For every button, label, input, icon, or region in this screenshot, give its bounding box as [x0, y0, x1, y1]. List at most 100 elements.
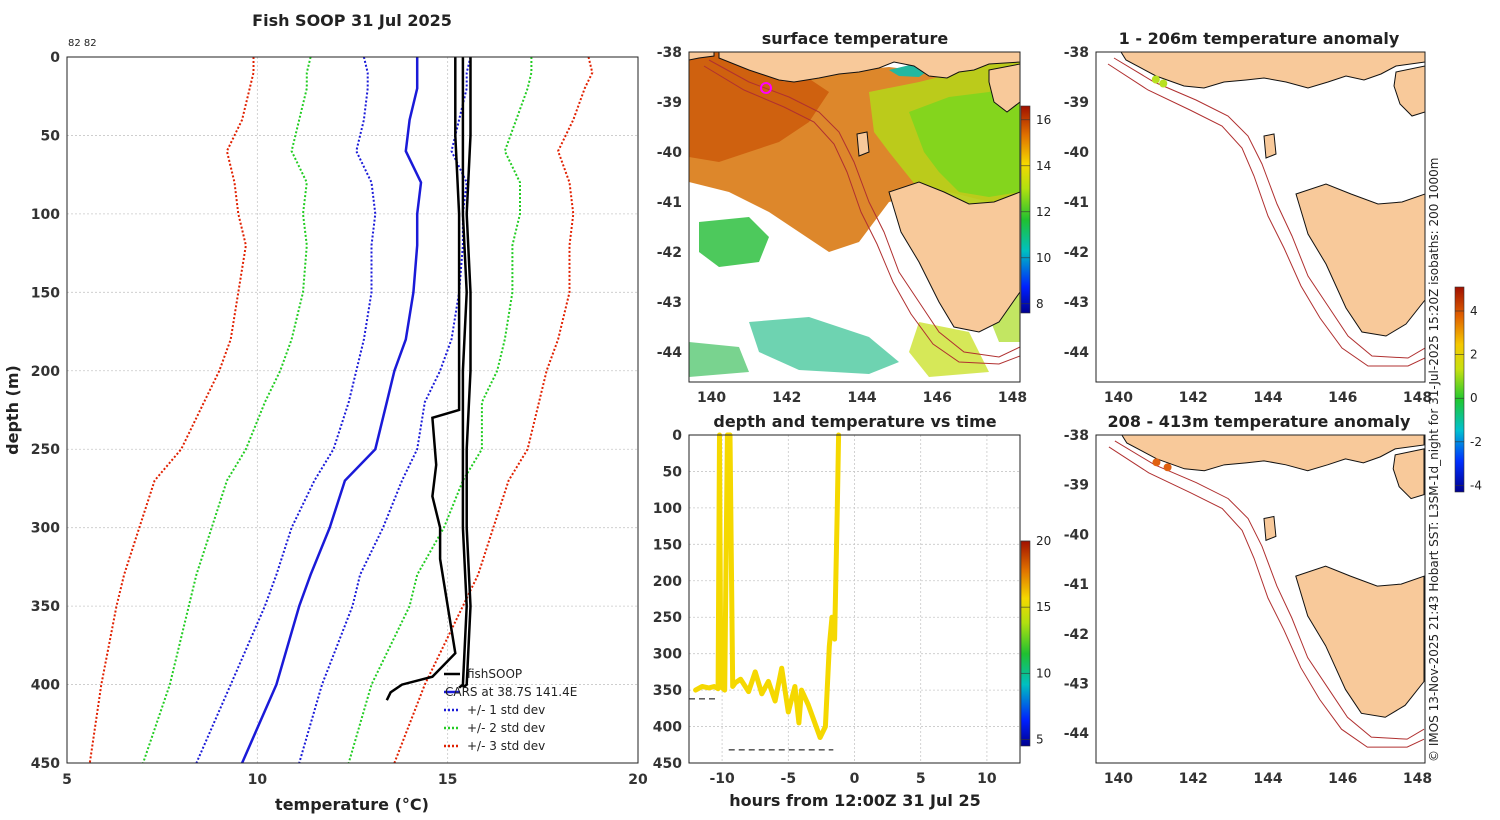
lat-tick--39: -39: [1064, 95, 1089, 111]
tasmania: [888, 181, 1020, 333]
x-tick-5: 5: [62, 772, 72, 788]
cbar-tick-20: 20: [1036, 534, 1051, 548]
lon-tick-142: 142: [772, 390, 801, 406]
y-tick-50: 50: [41, 128, 61, 144]
anomaly-top-ticks: 140 142 144 146 148 -38 -39 -40 -41 -42 -43 -44: [1064, 45, 1432, 406]
mainland-east: [988, 63, 1020, 113]
anomaly-top-panel: 1 - 206m temperature anomaly 140 142 144 14…: [1064, 29, 1432, 406]
anomaly-bottom-ticks: 140 142 144 146 148 -38 -39 -40 -41 -42 -43 -44: [1064, 428, 1432, 787]
lat-tick--41: -41: [1064, 577, 1089, 593]
mainland-east: [1393, 65, 1425, 117]
depth-time-colorbar-ticks: 5 10 15 20: [1021, 534, 1051, 746]
profile-counter: 82 82: [68, 38, 97, 49]
sd3-left-line: [88, 57, 255, 764]
depth-time-grid: [689, 434, 1020, 764]
sst-patch-1: [699, 217, 769, 267]
mainland: [1120, 52, 1425, 89]
legend-sd3: +/- 3 std dev: [467, 739, 545, 753]
anomaly-bottom-frame: [1095, 434, 1426, 764]
y-tick-100: 100: [31, 207, 60, 223]
lon-tick-146: 146: [1328, 390, 1357, 406]
lon-tick-148: 148: [1403, 771, 1432, 787]
y-tick-400: 400: [31, 678, 60, 694]
lat-tick--39: -39: [1064, 478, 1089, 494]
surface-map-ticks: 140 142 144 146 148 -38 -39 -40 -41 -42 -43 -44: [657, 45, 1027, 406]
sst-station-marker: [760, 82, 772, 94]
dt-x-tick--10: -10: [709, 771, 735, 787]
dt-y-tick-350: 350: [653, 683, 682, 699]
lat-tick--40: -40: [1064, 145, 1090, 161]
cbar-tick-5: 5: [1036, 732, 1044, 746]
isobath-1000: [703, 65, 1020, 365]
y-tick-150: 150: [31, 285, 60, 301]
king-island: [1263, 133, 1277, 159]
profile-ylabel: depth (m): [3, 365, 22, 455]
anomaly-point-0: [1151, 75, 1160, 84]
dt-y-tick-400: 400: [653, 720, 682, 736]
lon-tick-144: 144: [847, 390, 876, 406]
cbar-tick-8: 8: [1036, 297, 1044, 311]
profile-title: Fish SOOP 31 Jul 2025: [252, 11, 452, 30]
dt-y-tick-300: 300: [653, 647, 682, 663]
cbar-tick-2: 2: [1470, 348, 1478, 362]
profile-grid: [66, 56, 639, 764]
anomaly-point-0: [1152, 458, 1161, 467]
fishsoop-cast1: [385, 57, 461, 701]
sd1-right-line: [298, 56, 472, 764]
surface-map-area: [689, 52, 1020, 382]
mainland-east: [1392, 448, 1425, 500]
lon-tick-140: 140: [1104, 771, 1133, 787]
cbar-tick-4: 4: [1470, 304, 1478, 318]
isobath-200: [1113, 57, 1425, 359]
lon-tick-140: 140: [697, 390, 726, 406]
cbar-tick-16: 16: [1036, 113, 1051, 127]
anomaly-colorbar: [1454, 286, 1465, 493]
lat-tick--39: -39: [657, 95, 682, 111]
dt-y-tick-100: 100: [653, 501, 682, 517]
anomaly-bottom-panel: 208 - 413m temperature anomaly 140 142 144…: [1064, 412, 1432, 787]
legend-sd2: +/- 2 std dev: [467, 721, 545, 735]
fishsoop-cast3: [462, 57, 472, 689]
lon-tick-144: 144: [1253, 771, 1282, 787]
profile-legend: fishSOOP CARS at 38.7S 141.4E +/- 1 std …: [444, 667, 577, 753]
isobath-200: [708, 59, 1020, 358]
x-tick-20: 20: [628, 772, 648, 788]
lat-tick--44: -44: [1064, 345, 1090, 361]
sst-field-cooler: [909, 82, 1020, 197]
anomaly-point-1: [1159, 79, 1168, 88]
king-island: [1263, 515, 1277, 542]
anomaly-top-title: 1 - 206m temperature anomaly: [1119, 29, 1400, 48]
dt-x-tick--5: -5: [781, 771, 797, 787]
isobath-200: [1114, 440, 1425, 740]
lon-tick-140: 140: [1104, 390, 1133, 406]
depth-trace: [693, 432, 842, 740]
legend-fishsoop: fishSOOP: [467, 667, 522, 681]
cbar-tick-14: 14: [1036, 159, 1051, 173]
lat-tick--38: -38: [1064, 428, 1089, 444]
sd1-left-line: [195, 56, 377, 764]
lon-tick-148: 148: [998, 390, 1027, 406]
cbar-tick--2: -2: [1470, 435, 1482, 449]
lat-tick--44: -44: [657, 345, 683, 361]
lon-tick-142: 142: [1179, 390, 1208, 406]
dt-y-tick-250: 250: [653, 610, 682, 626]
dt-x-tick-0: 0: [850, 771, 860, 787]
profile-lines: [88, 56, 594, 764]
lat-tick--42: -42: [657, 245, 682, 261]
sd3-right-line: [393, 56, 594, 764]
lon-tick-148: 148: [1403, 390, 1432, 406]
lat-tick--40: -40: [657, 145, 683, 161]
depth-time-panel: depth and temperature vs time -10 -5 0 5 100…: [653, 412, 1052, 810]
cbar-tick-15: 15: [1036, 600, 1051, 614]
cbar-tick-12: 12: [1036, 205, 1051, 219]
lon-tick-146: 146: [1328, 771, 1357, 787]
depth-time-xlabel: hours from 12:00Z 31 Jul 25: [729, 791, 980, 810]
surface-map-title: surface temperature: [762, 29, 949, 48]
y-tick-250: 250: [31, 442, 60, 458]
anomaly-point-1: [1163, 463, 1172, 472]
side-credit: © IMOS 13-Nov-2025 21:43 Hobart SST: L3S…: [1427, 158, 1441, 762]
y-tick-200: 200: [31, 364, 60, 380]
lat-tick--42: -42: [1064, 627, 1089, 643]
